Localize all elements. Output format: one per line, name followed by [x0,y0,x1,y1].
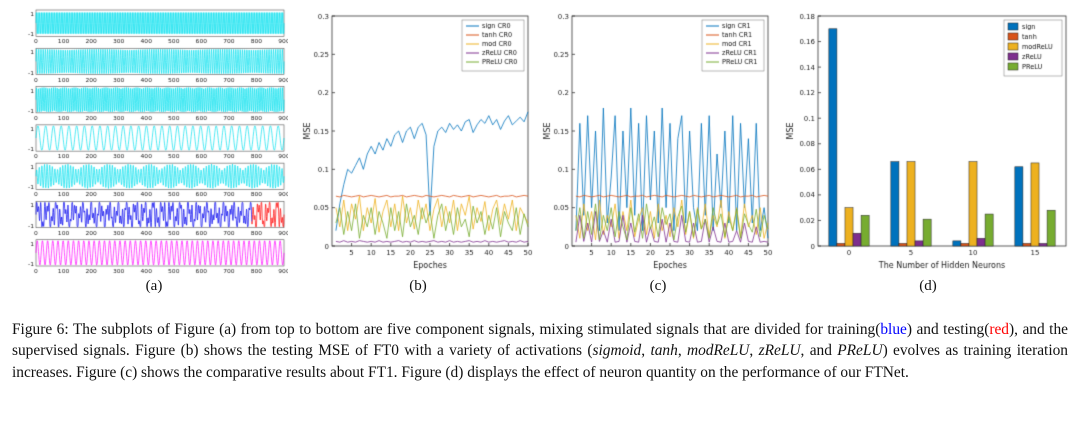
panel-d-label: (d) [919,278,937,294]
caption-segment: ) and testing( [906,321,990,338]
caption-segment: PReLU [837,342,883,360]
component-signals-plot-canvas [20,8,288,276]
panel-b-label: (b) [409,278,427,294]
caption-segment: , [677,342,687,360]
hidden-neurons-bar-chart-canvas [784,8,1072,276]
caption-segment: ) evolves as training iteration increase… [12,342,1068,381]
panel-a-label: (a) [145,278,163,294]
caption-segment: blue [880,321,907,338]
caption-segment: , and [800,342,838,360]
panel-a: (a) [20,8,288,295]
panel-c-label: (c) [649,278,667,294]
panel-c: (c) [542,8,774,295]
mse-ft1-line-chart-canvas [542,8,774,276]
mse-ft0-line-chart-canvas [302,8,534,276]
caption-segment: modReLU [687,342,750,360]
caption-segment: Figure 6: The subplots of Figure (a) fro… [12,321,881,338]
caption-segment: red [989,321,1009,338]
caption-segment: sigmoid [592,342,642,360]
caption-segment: , [641,342,651,360]
caption-segment: , [749,342,759,360]
caption-segment: zReLU [758,342,801,360]
panel-d: (d) [784,8,1072,295]
figure-6-panels: (a) (b) (c) (d) [20,8,1072,295]
panel-b: (b) [302,8,534,295]
caption-segment: tanh [650,342,678,360]
caption-segment: ), and the supervised signals. Figure (b… [12,321,1068,360]
figure-caption: Figure 6: The subplots of Figure (a) fro… [0,319,1080,383]
